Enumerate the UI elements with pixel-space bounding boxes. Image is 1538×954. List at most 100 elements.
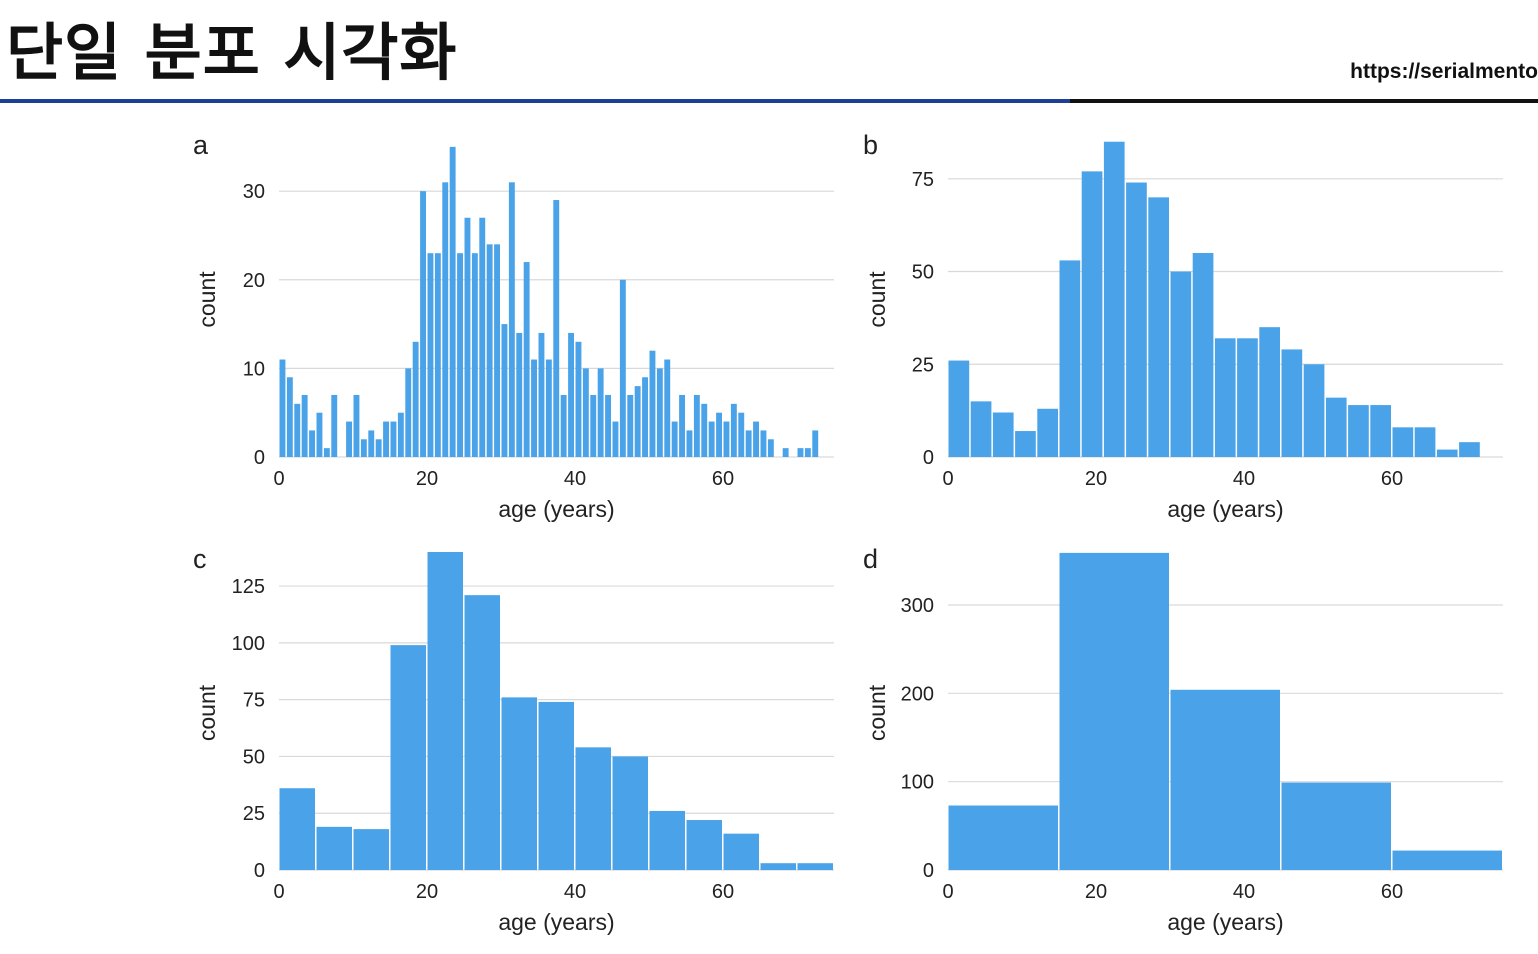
bar [1170,271,1192,457]
title-rule-blue [0,99,1070,103]
bar [575,341,582,457]
title-rule-black [1070,99,1538,103]
panel-a: 0 10 20 30 0 20 40 60 age (years) count a [193,130,834,522]
bar [368,430,375,457]
bar [412,341,419,457]
bar [605,394,611,457]
bar [970,401,992,457]
bar [656,368,663,457]
y-axis-label: count [864,271,890,328]
y-tick-label: 10 [243,358,265,380]
bar [553,200,560,457]
x-tick-label: 20 [416,468,438,490]
panel-label: d [863,544,878,574]
bar [701,403,708,457]
y-tick-label: 25 [912,354,934,376]
bar [538,701,574,870]
panel-label: a [193,130,209,160]
x-tick-label: 20 [1085,881,1107,903]
bar [797,448,804,457]
bar [723,421,730,457]
bar [1325,397,1347,457]
y-tick-label: 50 [912,262,934,284]
bar [1281,782,1391,870]
bar [405,368,412,457]
x-tick-label: 0 [942,881,953,903]
x-tick-label: 60 [1381,468,1403,490]
bar [464,217,471,457]
y-tick-label: 50 [243,746,265,768]
bar [753,421,759,457]
bar [531,359,537,457]
bar [686,820,722,870]
bar [767,439,774,457]
bar [353,829,389,870]
bar [627,394,634,457]
bar [597,368,604,457]
bar [693,394,700,457]
slide-url[interactable]: https://serialmento [1350,60,1538,83]
x-tick-label: 40 [564,468,586,490]
y-tick-label: 0 [923,860,934,882]
y-tick-label: 25 [243,803,265,825]
slide-title: 단일 분포 시각화 [6,16,458,89]
bar [501,324,508,457]
bar [457,253,463,457]
bar [804,448,811,457]
bar [353,394,360,457]
panel-b: 0 25 50 75 0 20 40 60 age (years) count b [863,130,1503,522]
y-axis-label: count [194,684,220,741]
x-tick-label: 0 [273,468,284,490]
bar [1081,171,1103,457]
x-tick-label: 40 [564,881,586,903]
bar [309,430,315,457]
bar [1214,338,1236,457]
x-tick-label: 40 [1233,468,1255,490]
x-tick-label: 20 [416,881,438,903]
bar [1392,850,1502,870]
bar [1259,327,1280,457]
bar [1281,349,1303,457]
y-tick-label: 300 [901,595,934,617]
x-tick-label: 0 [273,881,284,903]
y-tick-label: 100 [901,772,934,794]
bar [560,394,567,457]
bar [346,421,352,457]
bar [316,826,352,870]
bar [730,403,737,457]
bar [642,377,648,457]
bar [686,430,693,457]
bar [1436,449,1458,457]
y-tick-label: 0 [254,860,265,882]
y-tick-label: 30 [243,181,265,203]
bar [1370,405,1391,457]
bar [649,810,685,870]
bar [568,332,574,457]
bar [486,244,493,457]
bar [323,448,330,457]
bar [723,833,759,870]
panel-d: 0 100 200 300 0 20 40 60 age (years) count d [863,544,1503,935]
bar [612,756,648,870]
x-axis-label: age (years) [1167,496,1283,522]
y-tick-label: 20 [243,270,265,292]
panel-c: 0 25 50 75 100 125 0 20 40 60 age (years) count c [193,544,834,935]
bar [1126,182,1147,457]
bar [434,253,441,457]
bar [420,191,426,457]
bar [1414,427,1436,457]
bar [279,788,315,870]
y-tick-label: 200 [901,683,934,705]
x-tick-label: 60 [712,468,734,490]
bar [331,394,338,457]
bar [582,368,589,457]
y-axis-label: count [194,271,220,328]
bar [612,421,619,457]
bar [545,359,552,457]
bar [992,412,1014,457]
bar [397,412,404,457]
x-axis-label: age (years) [498,909,614,935]
bar [1103,141,1125,458]
bar [427,552,463,870]
bar [1392,427,1414,457]
